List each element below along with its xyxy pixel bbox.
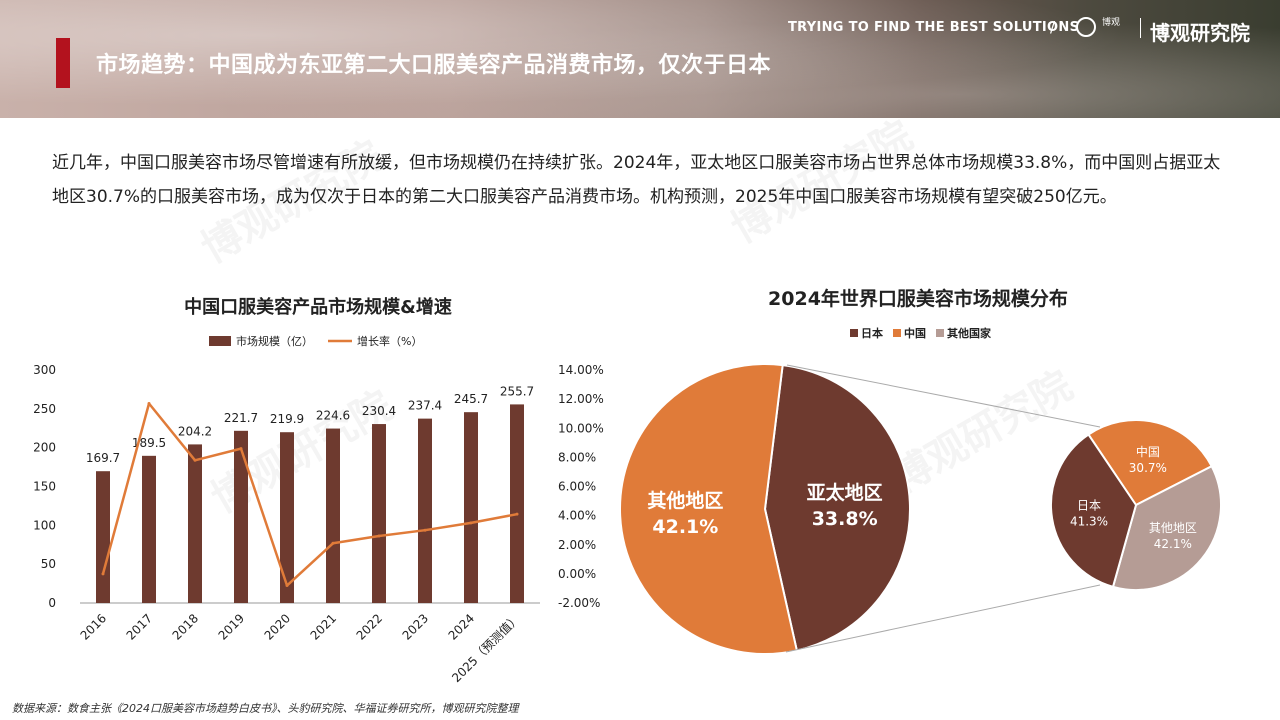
bar <box>188 444 202 603</box>
y2-axis-tick-label: 8.00% <box>558 450 596 464</box>
sub-pie-slice-label: 其他地区 <box>1149 521 1197 535</box>
sub-pie-slice-value: 30.7% <box>1129 461 1167 475</box>
pie-connector-line <box>785 584 1101 653</box>
growth-rate-point <box>515 512 519 516</box>
bar <box>234 430 248 603</box>
y-axis-tick-label: 100 <box>33 518 56 532</box>
main-pie-slice-label: 亚太地区 <box>807 481 883 504</box>
header-banner: 市场趋势：中国成为东亚第二大口服美容产品消费市场，仅次于日本 TRYING TO… <box>0 0 1280 118</box>
bar-data-label: 255.7 <box>500 384 534 398</box>
legend-label: 增长率（%） <box>357 334 422 348</box>
x-axis-tick-label: 2019 <box>216 611 247 642</box>
bar-data-label: 224.6 <box>316 409 350 423</box>
x-axis-tick-label: 2018 <box>170 611 201 642</box>
x-axis-tick-label: 2017 <box>124 611 155 642</box>
growth-rate-point <box>377 534 381 538</box>
main-pie-slice <box>619 363 799 655</box>
x-axis-tick-label: 2016 <box>78 611 109 642</box>
bar <box>326 428 340 603</box>
legend-label: 其他国家 <box>947 326 992 340</box>
growth-rate-line <box>101 402 518 587</box>
header-tagline: TRYING TO FIND THE BEST SOLUTIONS <box>788 20 1080 35</box>
main-pie-slice-label: 其他地区 <box>647 489 723 512</box>
legend-swatch <box>893 329 901 337</box>
x-axis-tick-label: 2020 <box>262 611 293 642</box>
y2-axis-tick-label: 0.00% <box>558 567 596 581</box>
bar <box>96 471 110 603</box>
main-pie-slice-value: 42.1% <box>652 516 718 538</box>
growth-rate-point <box>423 528 427 532</box>
sub-pie-slice-value: 42.1% <box>1154 537 1192 551</box>
y-axis-tick-label: 150 <box>33 480 56 494</box>
title-accent-bar <box>56 38 70 88</box>
legend-swatch <box>850 329 858 337</box>
brand-logo-text: 博观 <box>1102 18 1121 28</box>
bar <box>464 412 478 603</box>
banner-background <box>0 0 1280 118</box>
x-axis-tick-label: 2024 <box>446 611 477 642</box>
growth-rate-point <box>469 521 473 525</box>
header-separator: / <box>1050 18 1056 36</box>
y-axis-tick-label: 200 <box>33 441 56 455</box>
bar-data-label: 245.7 <box>454 392 488 406</box>
main-pie-slice <box>763 363 911 652</box>
x-axis-tick-label: 2022 <box>354 611 385 642</box>
bar-data-label: 204.2 <box>178 424 212 438</box>
x-axis-tick-label: 2023 <box>400 611 431 642</box>
bar-chart-title: 中国口服美容产品市场规模&增速 <box>184 296 452 318</box>
bar <box>510 404 524 603</box>
bar-data-label: 230.4 <box>362 404 396 418</box>
legend-label: 中国 <box>904 326 926 340</box>
bar-data-label: 221.7 <box>224 411 258 425</box>
y-axis-tick-label: 250 <box>33 402 56 416</box>
y-axis-tick-label: 300 <box>33 363 56 377</box>
y-axis-tick-label: 0 <box>48 596 56 610</box>
growth-rate-point <box>239 447 243 451</box>
legend-swatch <box>936 329 944 337</box>
y2-axis-tick-label: 2.00% <box>558 538 596 552</box>
growth-rate-point <box>285 584 289 588</box>
legend-label: 市场规模（亿） <box>236 334 313 348</box>
growth-rate-point <box>331 541 335 545</box>
bar <box>372 424 386 603</box>
header-divider <box>1140 18 1141 38</box>
pie-connector-line <box>786 364 1101 428</box>
legend-label: 日本 <box>861 326 883 340</box>
pie-chart-title: 2024年世界口服美容市场规模分布 <box>768 287 1068 310</box>
brand-logo-icon <box>1076 17 1096 37</box>
growth-rate-point <box>193 458 197 462</box>
x-axis-tick-label: 2021 <box>308 611 339 642</box>
page-title: 市场趋势：中国成为东亚第二大口服美容产品消费市场，仅次于日本 <box>96 53 772 78</box>
sub-pie-slice <box>1087 419 1213 507</box>
brand-name: 博观研究院 <box>1150 21 1250 45</box>
growth-rate-point <box>101 572 105 576</box>
sub-pie-slice-label: 中国 <box>1136 444 1160 459</box>
data-source-note: 数据来源：数食主张《2024口服美容市场趋势白皮书》、头豹研究院、华福证券研究所… <box>12 702 519 715</box>
sub-pie-slice <box>1050 433 1138 589</box>
bar <box>280 432 294 603</box>
y-axis-tick-label: 50 <box>41 557 56 571</box>
sub-pie-slice <box>1111 464 1222 591</box>
y2-axis-tick-label: 14.00% <box>558 363 604 377</box>
y2-axis-tick-label: 12.00% <box>558 392 604 406</box>
bar-data-label: 237.4 <box>408 399 442 413</box>
intro-paragraph: 近几年，中国口服美容市场尽管增速有所放缓，但市场规模仍在持续扩张。2024年，亚… <box>52 153 1221 207</box>
bar <box>142 455 156 603</box>
y2-axis-tick-label: 10.00% <box>558 421 604 435</box>
growth-rate-point <box>147 401 151 405</box>
bar-data-label: 169.7 <box>86 451 120 465</box>
main-pie-slice-value: 33.8% <box>812 508 878 530</box>
sub-pie-slice-label: 日本 <box>1077 499 1101 513</box>
sub-pie-slice-value: 41.3% <box>1070 515 1108 529</box>
bar <box>418 418 432 603</box>
y2-axis-tick-label: 4.00% <box>558 509 596 523</box>
y2-axis-tick-label: 6.00% <box>558 480 596 494</box>
legend-swatch-bar <box>209 336 231 346</box>
y2-axis-tick-label: -2.00% <box>558 596 600 610</box>
bar-data-label: 219.9 <box>270 412 304 426</box>
